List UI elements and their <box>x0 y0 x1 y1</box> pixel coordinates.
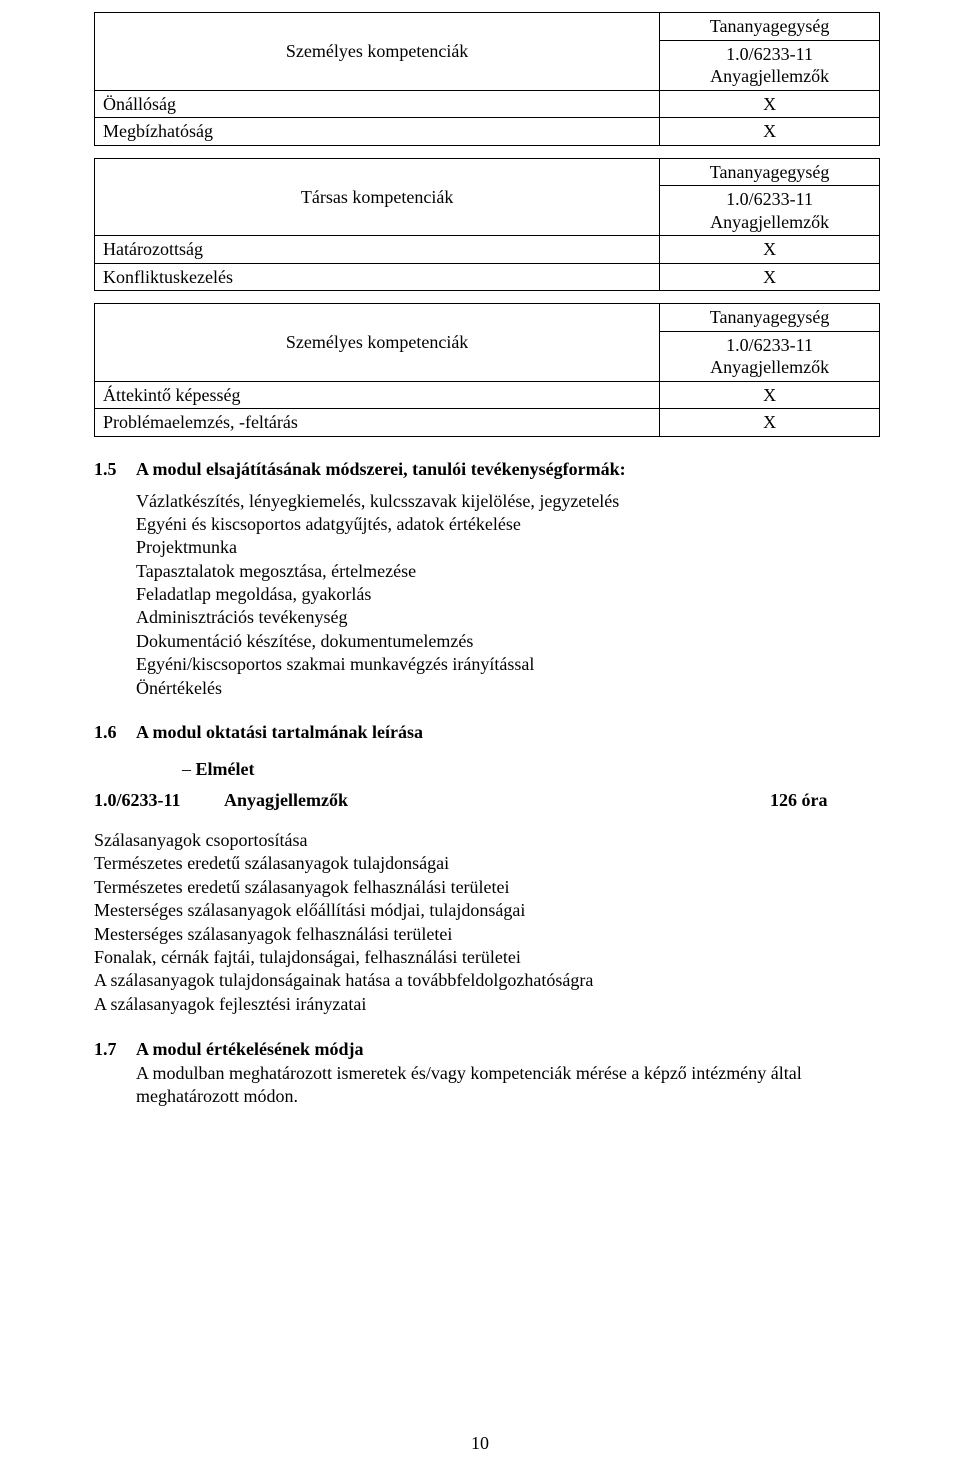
content-line: Természetes eredetű szálasanyagok felhas… <box>94 876 880 899</box>
content-line: Mesterséges szálasanyagok felhasználási … <box>94 923 880 946</box>
unit-code: 1.0/6233-11 <box>666 188 873 211</box>
unit-sub: Anyagjellemzők <box>666 211 873 234</box>
content-lines: Szálasanyagok csoportosításaTermészetes … <box>94 829 880 1016</box>
section-number: 1.6 <box>94 722 136 743</box>
unit-header-top: Tananyagegység <box>660 13 880 41</box>
table-row-label: Problémaelemzés, -feltárás <box>95 409 660 437</box>
content-line: Természetes eredetű szálasanyagok tulajd… <box>94 852 880 875</box>
module-code: 1.0/6233-11 <box>94 790 224 811</box>
table-row-mark: X <box>660 90 880 118</box>
section-1-7-body: A modul értékelésének módja A modulban m… <box>136 1038 880 1108</box>
content-line: Mesterséges szálasanyagok előállítási mó… <box>94 899 880 922</box>
module-code-line: 1.0/6233-11 Anyagjellemzők 126 óra <box>94 790 880 811</box>
table-row-mark: X <box>660 118 880 146</box>
list-item: Tapasztalatok megosztása, értelmezése <box>136 560 880 583</box>
table-row-label: Áttekintő képesség <box>95 381 660 409</box>
table-social-competences: Társas kompetenciák Tananyagegység 1.0/6… <box>94 158 880 292</box>
section-1-5-heading: 1.5 A modul elsajátításának módszerei, t… <box>94 459 880 480</box>
content-line: Fonalak, cérnák fajtái, tulajdonságai, f… <box>94 946 880 969</box>
list-item: Egyéni/kiscsoportos szakmai munkavégzés … <box>136 653 880 676</box>
table-row-label: Megbízhatóság <box>95 118 660 146</box>
unit-header-code: 1.0/6233-11 Anyagjellemzők <box>660 40 880 90</box>
table-row-mark: X <box>660 409 880 437</box>
table-row-mark: X <box>660 263 880 291</box>
section-1-7-text: A modulban meghatározott ismeretek és/va… <box>136 1063 802 1106</box>
section-title: A modul értékelésének módja <box>136 1039 363 1059</box>
page-number: 10 <box>0 1433 960 1454</box>
section-1-7: 1.7 A modul értékelésének módja A modulb… <box>94 1038 880 1108</box>
unit-sub: Anyagjellemzők <box>666 356 873 379</box>
table-row-mark: X <box>660 236 880 264</box>
table-row-label: Határozottság <box>95 236 660 264</box>
unit-header-code: 1.0/6233-11 Anyagjellemzők <box>660 331 880 381</box>
unit-header-top: Tananyagegység <box>660 158 880 186</box>
unit-code: 1.0/6233-11 <box>666 43 873 66</box>
list-item: Adminisztrációs tevékenység <box>136 606 880 629</box>
page-content: Személyes kompetenciák Tananyagegység 1.… <box>0 0 960 1108</box>
unit-header-top: Tananyagegység <box>660 304 880 332</box>
unit-header-code: 1.0/6233-11 Anyagjellemzők <box>660 186 880 236</box>
table-row-label: Önállóság <box>95 90 660 118</box>
table-row-mark: X <box>660 381 880 409</box>
section-1-5-list: Vázlatkészítés, lényegkiemelés, kulcssza… <box>136 490 880 701</box>
table-header-label: Személyes kompetenciák <box>95 13 660 91</box>
content-line: A szálasanyagok fejlesztési irányzatai <box>94 993 880 1016</box>
list-item: Önértékelés <box>136 677 880 700</box>
section-number: 1.5 <box>94 459 136 480</box>
section-1-6-bullet: Elmélet <box>182 759 880 780</box>
list-item: Feladatlap megoldása, gyakorlás <box>136 583 880 606</box>
module-title: Anyagjellemzők <box>224 790 770 811</box>
unit-code: 1.0/6233-11 <box>666 334 873 357</box>
section-title: A modul elsajátításának módszerei, tanul… <box>136 459 880 480</box>
section-title: A modul oktatási tartalmának leírása <box>136 722 880 743</box>
table-personal-competences-1: Személyes kompetenciák Tananyagegység 1.… <box>94 12 880 146</box>
content-line: Szálasanyagok csoportosítása <box>94 829 880 852</box>
unit-sub: Anyagjellemzők <box>666 65 873 88</box>
module-hours: 126 óra <box>770 790 880 811</box>
list-item: Vázlatkészítés, lényegkiemelés, kulcssza… <box>136 490 880 513</box>
table-personal-competences-2: Személyes kompetenciák Tananyagegység 1.… <box>94 303 880 437</box>
table-header-label: Társas kompetenciák <box>95 158 660 236</box>
table-header-label: Személyes kompetenciák <box>95 304 660 382</box>
list-item: Egyéni és kiscsoportos adatgyűjtés, adat… <box>136 513 880 536</box>
section-number: 1.7 <box>94 1038 136 1061</box>
content-line: A szálasanyagok tulajdonságainak hatása … <box>94 969 880 992</box>
section-1-6-heading: 1.6 A modul oktatási tartalmának leírása <box>94 722 880 743</box>
page: Személyes kompetenciák Tananyagegység 1.… <box>0 0 960 1474</box>
list-item: Projektmunka <box>136 536 880 559</box>
table-row-label: Konfliktuskezelés <box>95 263 660 291</box>
list-item: Dokumentáció készítése, dokumentumelemzé… <box>136 630 880 653</box>
